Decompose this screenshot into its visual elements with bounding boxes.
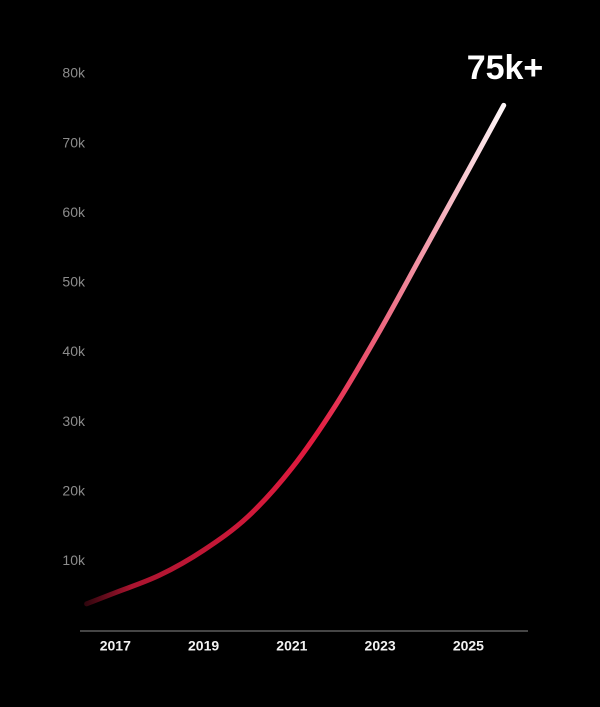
- annotation: 75k+: [467, 49, 544, 87]
- y-tick-label: 80k: [62, 65, 86, 81]
- x-tick-label: 2021: [276, 638, 307, 654]
- x-tick-label: 2025: [453, 638, 484, 654]
- y-tick-label: 10k: [62, 552, 86, 568]
- y-tick-label: 70k: [62, 134, 86, 150]
- y-tick-label: 60k: [62, 204, 86, 220]
- x-tick-label: 2019: [188, 638, 219, 654]
- line: [84, 102, 507, 607]
- x-tick-label: 2017: [100, 638, 131, 654]
- y-tick-label: 50k: [62, 274, 86, 290]
- y-tick-label: 40k: [62, 343, 86, 359]
- y-tick-label: 30k: [62, 413, 86, 429]
- x-tick-label: 2023: [365, 638, 396, 654]
- y-tick-label: 20k: [62, 482, 86, 498]
